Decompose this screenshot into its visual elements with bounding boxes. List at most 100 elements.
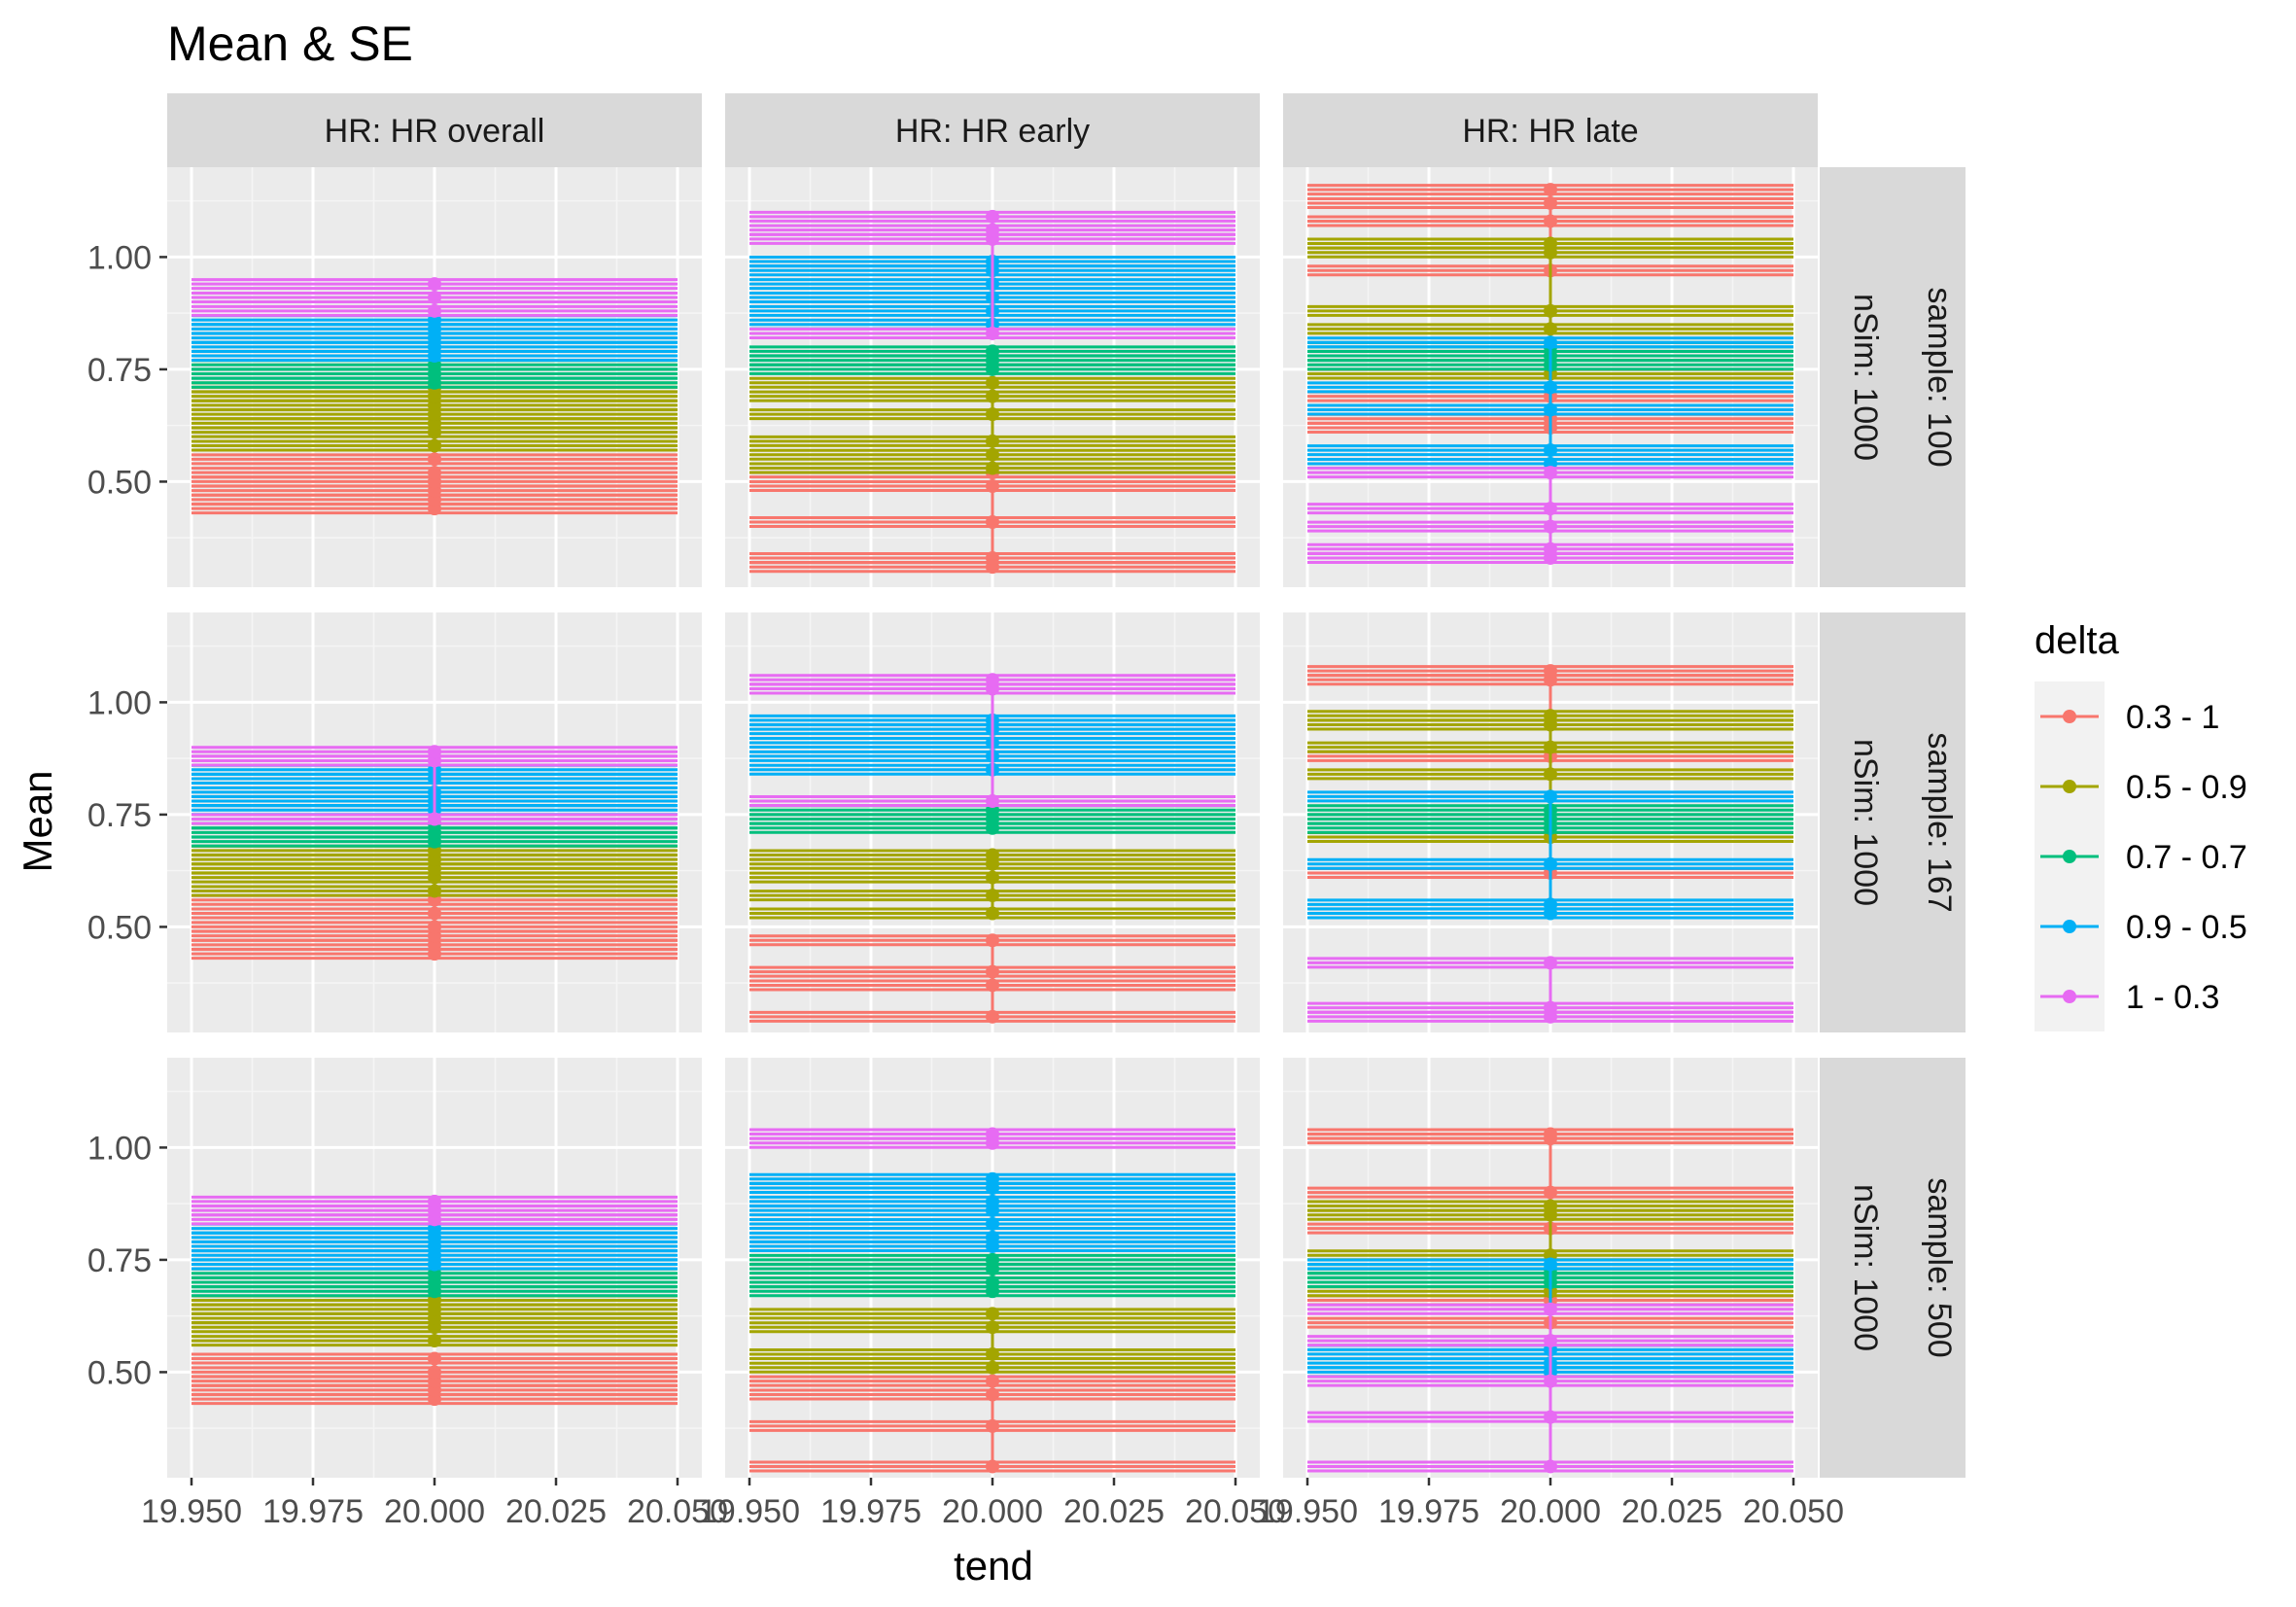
data-point <box>1544 466 1557 480</box>
data-point <box>986 407 999 422</box>
data-point <box>1544 322 1557 336</box>
data-point <box>1544 519 1557 534</box>
legend-label: 0.9 - 0.5 <box>2126 909 2247 946</box>
x-tick-label: 20.025 <box>1063 1493 1165 1530</box>
data-point <box>986 1194 999 1208</box>
strip-row-nsim-label: nSim: 1000 <box>1847 294 1884 461</box>
data-point <box>428 438 441 453</box>
data-point <box>1544 183 1557 197</box>
data-point <box>986 434 999 448</box>
y-tick-label: 0.50 <box>87 1354 152 1391</box>
series-0-5-0-9 <box>1307 236 1793 381</box>
panel-r1-c3 <box>1283 167 1818 587</box>
facet-strips: HR: HR overall HR: HR early HR: HR late nSi… <box>167 93 1966 1478</box>
data-point <box>986 906 999 921</box>
legend-label: 0.5 - 0.9 <box>2126 769 2247 806</box>
series-0-5-0-9 <box>749 375 1235 475</box>
panel-r2-c2 <box>725 612 1260 1032</box>
data-point <box>986 326 999 340</box>
data-point <box>428 884 441 898</box>
data-point <box>986 1387 999 1402</box>
data-point <box>986 848 999 862</box>
series-0-3-1 <box>749 933 1235 1024</box>
strip-row-sample-label: sample: 167 <box>1921 732 1958 912</box>
strip-row-nsim-label: nSim: 1000 <box>1847 739 1884 906</box>
data-point <box>428 745 441 759</box>
legend-key: 0.3 - 1 <box>2035 681 2219 751</box>
series-1-0-3 <box>749 673 1235 809</box>
x-tick-label: 20.000 <box>1500 1493 1601 1530</box>
series-1-0-3 <box>1307 956 1793 1024</box>
data-point <box>986 794 999 809</box>
strip-row-nsim-label: nSim: 1000 <box>1847 1184 1884 1351</box>
data-point <box>428 290 441 304</box>
data-point <box>1544 1334 1557 1348</box>
legend-key: 0.7 - 0.7 <box>2035 821 2247 891</box>
data-point <box>986 1275 999 1290</box>
data-point <box>986 1252 999 1267</box>
strip-row <box>1820 1058 1966 1478</box>
series-0-3-1 <box>191 1351 678 1407</box>
legend-key-point <box>2063 710 2076 723</box>
data-point <box>986 1360 999 1375</box>
panel-r2-c1 <box>167 612 702 1032</box>
x-tick-label: 20.000 <box>942 1493 1043 1530</box>
panel-r3-c1 <box>167 1058 702 1478</box>
data-point <box>1544 1374 1557 1388</box>
data-point <box>1544 664 1557 679</box>
data-point <box>1544 1199 1557 1213</box>
data-point <box>428 1351 441 1366</box>
data-point <box>986 1009 999 1024</box>
data-point <box>1544 789 1557 804</box>
data-point <box>1544 956 1557 970</box>
series-0-3-1 <box>749 1374 1235 1474</box>
strip-row-sample-label: sample: 500 <box>1921 1177 1958 1357</box>
strip-row-sample-label: sample: 100 <box>1921 287 1958 467</box>
data-point <box>1544 214 1557 228</box>
legend-title: delta <box>2035 619 2119 662</box>
strip-col <box>725 93 1260 167</box>
series-1-0-3 <box>191 745 678 826</box>
data-point <box>1544 502 1557 516</box>
series-0-7-0-7 <box>749 1252 1235 1299</box>
data-point <box>1544 402 1557 417</box>
strip-row <box>1820 167 1966 587</box>
data-point <box>986 479 999 494</box>
axes: 0.50 0.75 1.00 0.50 0.75 1.00 0.50 0.75 1.00 19.9… <box>87 239 1844 1530</box>
data-point <box>986 933 999 948</box>
data-point <box>986 1346 999 1361</box>
legend-label: 0.3 - 1 <box>2126 699 2219 736</box>
panel-r3-c2 <box>725 1058 1260 1478</box>
data-point <box>1544 236 1557 251</box>
series-0-5-0-9 <box>1307 709 1793 845</box>
legend-key: 1 - 0.3 <box>2035 961 2219 1031</box>
data-point <box>428 812 441 826</box>
data-point <box>986 673 999 687</box>
legend-key: 0.9 - 0.5 <box>2035 891 2247 961</box>
data-point <box>1544 856 1557 871</box>
data-point <box>1544 541 1557 556</box>
data-point <box>986 1374 999 1388</box>
data-point <box>428 303 441 318</box>
x-tick-label: 19.950 <box>141 1493 242 1530</box>
x-tick-label: 20.000 <box>384 1493 485 1530</box>
legend-key-point <box>2063 920 2076 933</box>
data-point <box>986 1320 999 1335</box>
data-point <box>428 277 441 292</box>
data-point <box>986 1459 999 1474</box>
data-point <box>1544 709 1557 723</box>
legend-label: 1 - 0.3 <box>2126 979 2219 1016</box>
x-tick-label: 20.025 <box>1621 1493 1722 1530</box>
data-point <box>986 375 999 390</box>
x-tick-label: 19.950 <box>1257 1493 1358 1530</box>
series-1-0-3 <box>1307 466 1793 565</box>
series-0-3-1 <box>191 438 678 516</box>
data-point <box>986 461 999 475</box>
data-point <box>986 447 999 462</box>
strip-col-label: HR: HR early <box>895 113 1090 150</box>
series-1-0-3 <box>191 277 678 318</box>
data-point <box>986 1307 999 1321</box>
data-point <box>1544 1000 1557 1015</box>
series-1-0-3 <box>1307 1302 1793 1474</box>
